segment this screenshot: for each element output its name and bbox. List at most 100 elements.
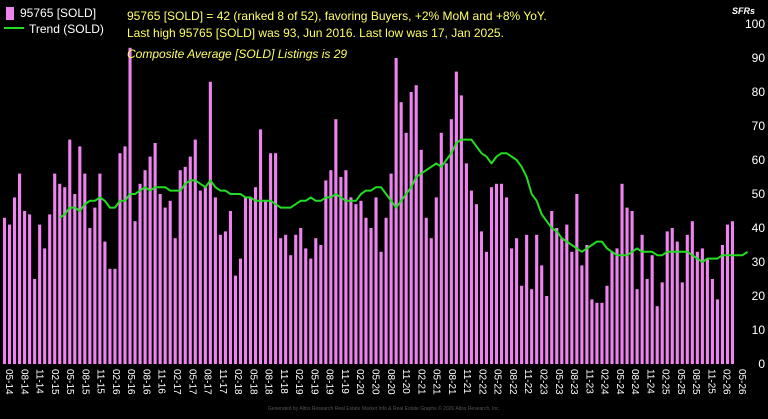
bar: [469, 190, 473, 364]
x-tick-label: 02-18: [232, 369, 243, 395]
x-tick-label: 11-17: [217, 369, 228, 394]
bar: [274, 153, 278, 364]
bar: [645, 279, 649, 364]
x-tick-label: 02-24: [599, 369, 610, 395]
bar: [565, 224, 569, 364]
bar: [309, 258, 313, 364]
y-axis: 0 10 20 30 40 50 60 70 80 90 100: [745, 17, 765, 371]
bar: [243, 197, 248, 364]
summary-line: 95765 [SOLD] = 42 (ranked 8 of 52), favo…: [127, 9, 547, 23]
x-tick-label: 11-24: [644, 369, 655, 394]
x-tick-label: 05-22: [492, 369, 503, 395]
bar: [339, 177, 343, 364]
bar: [690, 221, 694, 364]
bar: [715, 299, 719, 364]
bar: [289, 255, 293, 364]
bar: [625, 207, 629, 364]
x-tick-label: 02-15: [49, 369, 60, 395]
bar: [329, 170, 333, 364]
x-tick-label: 02-19: [293, 369, 304, 395]
y-tick-label: 10: [752, 323, 766, 337]
bar: [314, 238, 318, 364]
bar: [449, 119, 453, 364]
bar: [379, 251, 383, 364]
bar: [218, 234, 222, 364]
bar: [560, 238, 564, 364]
composite-average: Composite Average [SOLD] Listings is 29: [127, 47, 347, 61]
bar: [299, 228, 303, 364]
bar: [173, 238, 177, 364]
x-axis: 05-14 08-14 11-14 02-15 05-15 08-15 11-15 02-16…: [3, 369, 747, 395]
bar: [93, 207, 97, 364]
y-tick-label: 60: [752, 153, 766, 167]
x-tick-label: 05-14: [3, 369, 14, 395]
x-tick-label: 11-15: [95, 369, 106, 394]
credit-line: Generated by Altos Research Real Estate …: [268, 405, 500, 412]
bar: [635, 289, 639, 364]
bar: [515, 238, 519, 364]
bar: [138, 183, 142, 364]
x-tick-label: 08-14: [18, 369, 29, 395]
x-tick-label: 11-21: [461, 369, 472, 394]
bar: [399, 102, 403, 364]
bar: [665, 231, 669, 364]
x-tick-label: 08-15: [79, 369, 90, 395]
bar: [118, 153, 122, 364]
bar: [148, 156, 152, 364]
x-tick-label: 05-17: [186, 369, 197, 395]
bar: [520, 285, 524, 364]
bar: [620, 183, 624, 364]
bar: [354, 204, 358, 364]
x-tick-label: 08-23: [568, 369, 579, 395]
legend: 95765 [SOLD] Trend (SOLD): [4, 6, 104, 36]
bar: [108, 268, 112, 364]
x-tick-label: 05-19: [308, 369, 319, 395]
bar: [404, 132, 408, 364]
bar: [685, 234, 689, 364]
bar: [253, 187, 258, 364]
bar: [434, 197, 438, 364]
bar: [359, 200, 363, 364]
bar: [605, 285, 609, 364]
bar: [499, 183, 504, 364]
bar: [208, 81, 212, 365]
bar: [48, 214, 52, 364]
bar: [28, 214, 32, 364]
bar: [113, 268, 117, 364]
bar: [319, 245, 323, 364]
bar: [133, 221, 137, 364]
x-tick-label: 08-20: [385, 369, 396, 395]
bar: [183, 166, 187, 364]
bar: [334, 119, 338, 364]
bar: [419, 149, 423, 364]
bar: [439, 132, 443, 364]
x-tick-label: 08-24: [629, 369, 640, 395]
bar: [7, 224, 12, 364]
x-tick-label: 05-16: [125, 369, 136, 395]
y-tick-label: 100: [745, 17, 765, 31]
bar: [384, 217, 388, 364]
bar: [454, 71, 458, 364]
y-tick-label: 90: [752, 51, 766, 65]
bar: [233, 275, 238, 364]
bar: [505, 197, 509, 364]
bar: [63, 187, 67, 364]
x-tick-label: 08-19: [324, 369, 335, 395]
bar: [389, 173, 393, 364]
bar: [88, 228, 92, 364]
bar: [570, 251, 574, 364]
bar: [279, 238, 283, 364]
x-tick-label: 02-21: [415, 369, 426, 395]
x-tick-label: 05-18: [247, 369, 258, 395]
bar: [394, 58, 398, 364]
bar: [83, 173, 87, 364]
bar: [123, 146, 127, 364]
bar: [344, 170, 348, 364]
bar: [550, 211, 554, 364]
trend-series: [59, 138, 749, 263]
bar: [650, 255, 654, 364]
bar: [585, 245, 589, 364]
bar: [710, 279, 714, 364]
bar: [464, 163, 468, 364]
bar: [369, 228, 373, 364]
